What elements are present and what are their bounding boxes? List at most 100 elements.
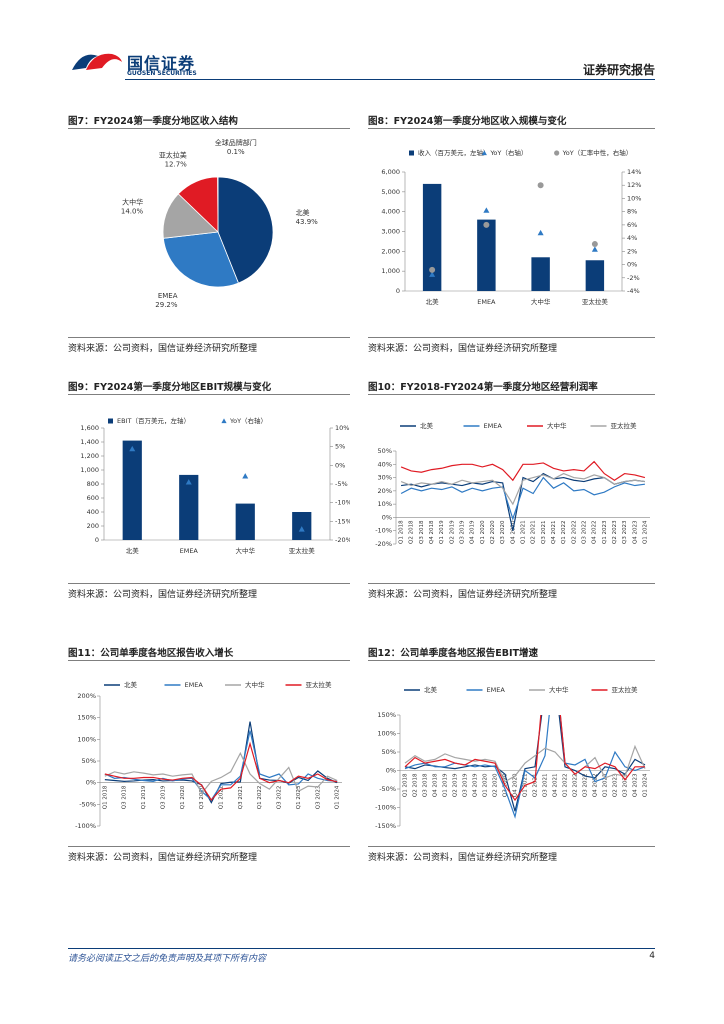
rule [368,337,655,338]
x-tick-label: Q2 2022 [571,520,577,544]
x-tick-label: Q2 2022 [573,774,579,798]
line-series [104,751,338,795]
x-tick-label: Q1 2022 [257,786,263,810]
header-rule [125,79,655,80]
y-tick-label: 200 [87,522,99,530]
x-tick-label: Q1 2022 [563,774,569,798]
marker [242,473,249,479]
legend-label: 亚太拉美 [306,680,333,689]
x-tick-label: Q1 2023 [602,520,608,544]
line-series [400,472,645,506]
x-tick-label: Q1 2024 [643,773,649,797]
x-tick-label: Q3 2023 [623,773,629,797]
y-tick-label: -20% [375,540,392,548]
y-tick-label: 1,600 [80,424,99,432]
legend-label: YoY（右轴） [489,148,527,157]
legend-label: YoY（汇率中性，右轴） [562,148,633,157]
y-tick-label: 1,000 [381,267,400,275]
chart: -100% -50% 0% 50% 100% 150% 200% Q1 2018 Q3 2018… [75,680,342,830]
y-tick-label: 400 [87,508,99,516]
y2-tick-label: -10% [335,499,350,507]
y-tick-label: -150% [375,822,396,830]
x-tick-label: Q3 2022 [581,520,587,544]
legend-label: 亚太拉美 [611,421,638,430]
x-tick-label: Q1 2023 [296,785,302,809]
chart: -150% -100% -50% 0% 50% 100% 150% Q1 2018 Q2 201… [375,685,650,830]
slice-label: 全球品牌部门 [215,138,257,147]
y-tick-label: 0 [396,287,400,295]
slice-value: 0.1% [227,148,245,156]
source-note: 资料来源：公司资料，国信证券经济研究所整理 [68,853,258,863]
y-tick-label: 1,400 [80,438,99,446]
figure-title: 图10：FY2018-FY2024第一季度分地区经营利润率 [368,382,598,393]
pie-slice [162,231,239,288]
x-tick-label: Q3 2019 [463,773,469,797]
marker [483,221,490,228]
x-tick-label: Q2 2018 [409,520,415,544]
legend-label: 北美 [420,421,434,430]
y-tick-label: 800 [87,480,99,488]
bar [235,503,255,540]
source-note: 资料来源：公司资料，国信证券经济研究所整理 [368,344,558,354]
line-series [404,715,645,802]
x-tick-label: Q2 2020 [493,773,499,797]
y2-tick-label: 6% [627,221,637,229]
y-tick-label: 100% [77,735,96,743]
y-tick-label: 3,000 [381,228,400,236]
logo-shape [72,54,98,70]
legend-label: 北美 [424,685,438,694]
y2-tick-label: 14% [627,168,641,176]
x-tick-label: Q4 2020 [513,773,519,797]
legend-swatch [409,150,414,156]
x-tick-label: Q3 2018 [419,520,425,544]
legend-label: 北美 [124,680,138,689]
source-note: 资料来源：公司资料，国信证券经济研究所整理 [68,344,258,354]
y-tick-label: 50% [82,757,96,765]
rule [68,128,350,129]
company-name: 国信证券 [127,54,196,73]
marker [429,266,436,273]
y2-tick-label: -20% [335,536,350,544]
y-tick-label: 150% [377,711,396,719]
rule [68,394,350,395]
rule [368,128,655,129]
y-tick-label: -50% [379,785,396,793]
x-tick-label: Q4 2022 [592,520,598,544]
x-tick-label: Q4 2018 [433,773,439,797]
y2-tick-label: 10% [627,194,641,202]
y2-tick-label: -5% [335,480,348,488]
legend-label: 大中华 [549,685,569,694]
marker [537,182,544,189]
y-tick-label: 4,000 [381,208,400,216]
y2-tick-label: 5% [335,443,345,451]
x-tick-label: Q4 2022 [593,774,599,798]
y-tick-label: 100% [377,730,396,738]
y-tick-label: 0% [382,513,392,521]
bar [585,260,605,291]
rule [68,337,350,338]
x-tick-label: Q3 2021 [541,520,547,544]
y-tick-label: 10% [378,500,392,508]
y-tick-label: 200% [77,692,96,700]
y-tick-label: -10% [375,527,392,535]
x-tick-label: EMEA [180,547,199,555]
logo [72,53,122,70]
bar [422,183,442,291]
rule [68,583,350,584]
figure-title: 图7：FY2024第一季度分地区收入结构 [68,116,238,127]
line-series [104,741,338,801]
page-number: 4 [649,951,655,961]
x-tick-label: Q1 2019 [443,773,449,797]
legend-label: YoY（右轴） [229,416,267,425]
marker [591,246,598,252]
source-note: 资料来源：公司资料，国信证券经济研究所整理 [68,590,258,600]
slice-value: 43.9% [296,218,319,226]
y2-tick-label: -4% [627,287,640,295]
slice-value: 14.0% [121,208,144,216]
y-tick-label: 30% [378,474,392,482]
legend-label: EMEA [487,686,506,694]
slice-label: EMEA [158,292,178,300]
disclaimer: 请务必阅读正文之后的免责声明及其项下所有内容 [68,954,267,964]
x-tick-label: 大中华 [531,297,551,306]
